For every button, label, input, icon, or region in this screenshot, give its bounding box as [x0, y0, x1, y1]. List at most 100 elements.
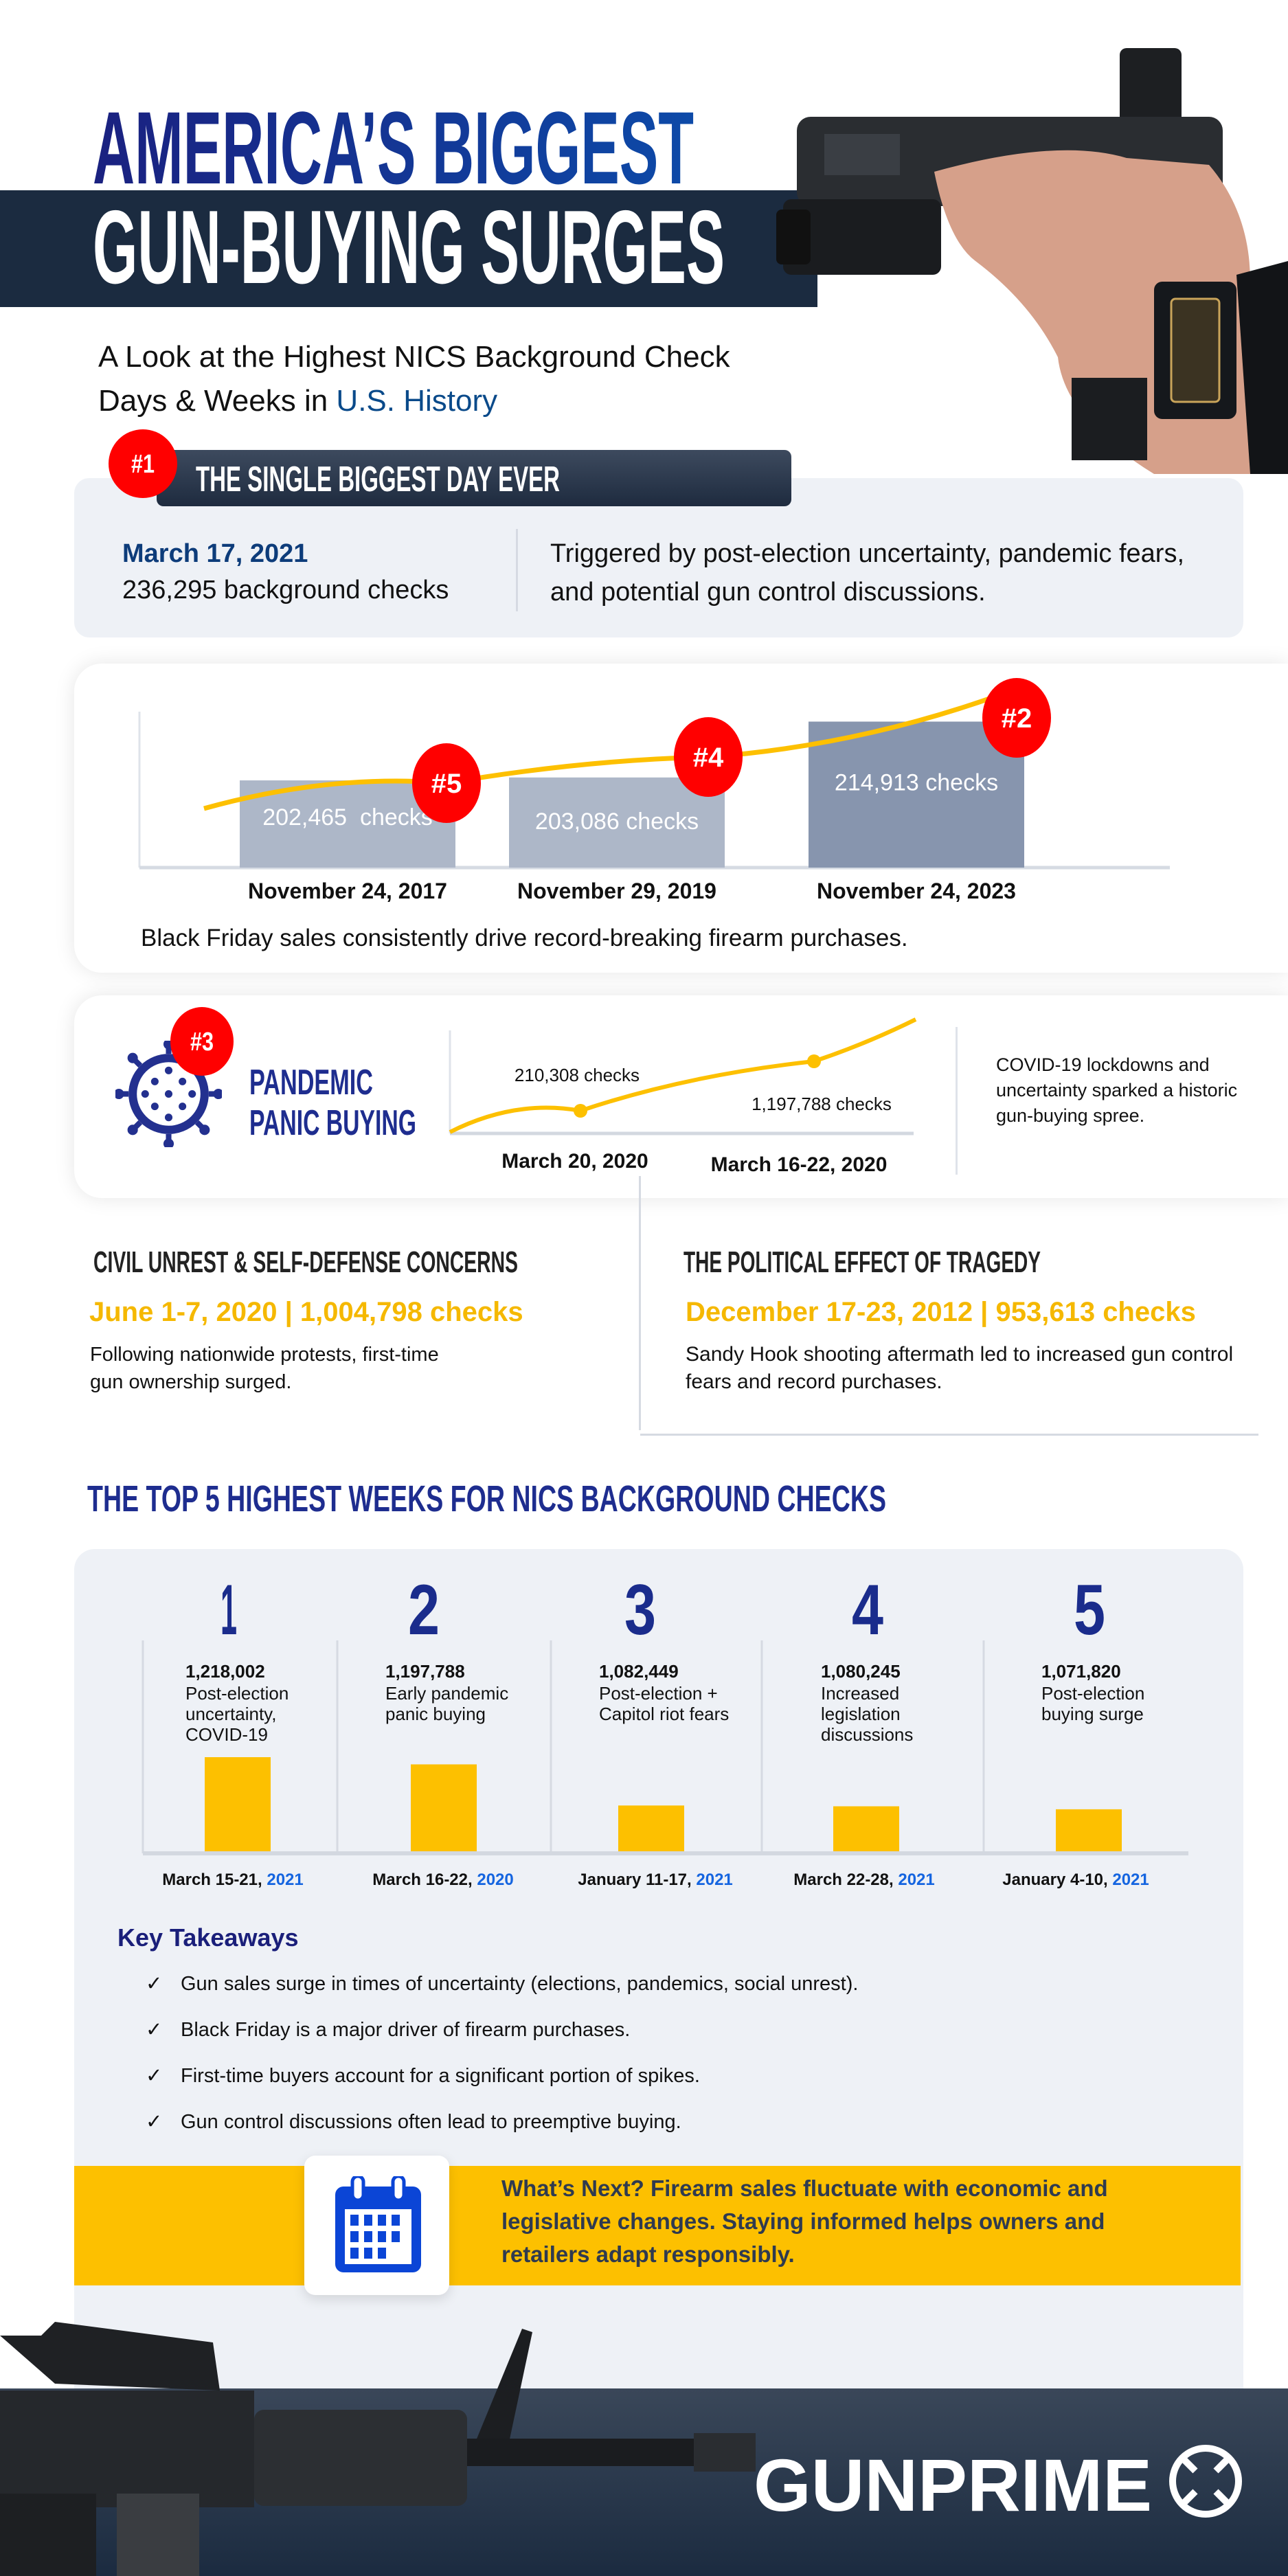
rank-badge: [982, 678, 1051, 758]
tragedy-heading: THE POLITICAL EFFECT OF TRAGEDY: [683, 1245, 1041, 1278]
check-icon: ✓: [146, 1973, 163, 1995]
column-divider: [639, 1176, 641, 1430]
check-icon: ✓: [146, 2111, 163, 2133]
takeaway-item: ✓ First-time buyers account for a signifi…: [146, 2064, 700, 2088]
title-band: [0, 190, 817, 307]
week-description: Post-election uncertainty, COVID-19: [185, 1683, 289, 1745]
rank-badge-text: #1: [131, 450, 155, 479]
bar-3: [809, 721, 1024, 868]
biggest-day-date: March 17, 2021: [122, 539, 308, 568]
trend-line: [203, 691, 1004, 811]
subtitle-line-1: A Look at the Highest NICS Background Ch…: [98, 340, 730, 374]
week-bar-5: [1056, 1809, 1122, 1851]
whats-next-text: What’s Next? Firearm sales fluctuate wit…: [501, 2176, 1108, 2267]
calendar-tile: [304, 2156, 449, 2295]
top5-chart: 1 2 3 4 5: [142, 1570, 1188, 1855]
week-date-range: March 15-21,: [162, 1871, 267, 1889]
black-friday-caption: Black Friday sales consistently drive re…: [141, 925, 908, 951]
week-value: 1,218,002: [185, 1661, 265, 1682]
takeaway-item: ✓ Gun sales surge in times of uncertainty…: [146, 1971, 858, 1996]
week-bar-4: [833, 1806, 899, 1851]
week-bar-2: [411, 1764, 477, 1851]
rank-badge-text: #2: [1002, 703, 1032, 734]
takeaway-text: Black Friday is a major driver of firear…: [181, 2019, 631, 2041]
rank-number: 5: [1074, 1570, 1105, 1650]
week-value: 1,071,820: [1041, 1661, 1121, 1682]
biggest-day-checks: 236,295 background checks: [122, 576, 449, 605]
rank-badge-text: #4: [693, 743, 724, 773]
rank-badge-text: #5: [431, 769, 462, 799]
week-year: 2021: [696, 1871, 733, 1889]
svg-text:CIVIL UNREST & SELF-DEFENSE CO: CIVIL UNREST & SELF-DEFENSE CONCERNS: [93, 1245, 518, 1278]
rifle-image: [0, 2322, 756, 2576]
week-date: January 4-10, 2021: [1002, 1871, 1149, 1890]
week-date-range: January 4-10,: [1002, 1871, 1113, 1889]
pandemic-description: COVID-19 lockdowns and uncertainty spark…: [996, 1054, 1238, 1126]
title-line-2: GUN-BUYING SURGES: [93, 189, 725, 302]
point-2-date: March 16-22, 2020: [711, 1153, 888, 1176]
section-divider: [640, 1434, 1258, 1436]
rank-number: 1: [221, 1570, 237, 1650]
pandemic-divider: [956, 1027, 958, 1175]
week-year: 2021: [1112, 1871, 1149, 1889]
takeaway-text: First-time buyers account for a signific…: [181, 2065, 700, 2087]
bar-date: November 24, 2023: [817, 879, 1016, 903]
week-year: 2021: [267, 1871, 304, 1889]
bar-date: November 24, 2017: [248, 879, 447, 903]
week-value: 1,197,788: [385, 1661, 465, 1682]
bar-label: 203,086 checks: [535, 809, 699, 835]
week-bar-1: [205, 1757, 271, 1851]
subtitle-highlight: U.S. History: [336, 384, 498, 418]
subtitle: A Look at the Highest NICS Background Ch…: [98, 335, 730, 423]
pandemic-chart: 210,308 checks 1,197,788 checks March 20…: [449, 1017, 917, 1176]
week-year: 2021: [898, 1871, 935, 1889]
tragedy-stat: December 17-23, 2012 | 953,613 checks: [686, 1297, 1196, 1327]
week-date: March 22-28, 2021: [793, 1871, 934, 1890]
takeaways-heading: Key Takeaways: [117, 1923, 299, 1952]
takeaway-item: ✓ Black Friday is a major driver of firea…: [146, 2018, 630, 2042]
takeaway-text: Gun sales surge in times of uncertainty …: [181, 1973, 859, 1995]
trend-line: [449, 1017, 917, 1134]
biggest-day-title: THE SINGLE BIGGEST DAY EVER: [196, 460, 560, 499]
civil-unrest-heading: CIVIL UNREST & SELF-DEFENSE CONCERNS: [93, 1245, 518, 1278]
week-bar-3: [618, 1805, 684, 1851]
subtitle-line-2: Days & Weeks in U.S. History: [98, 379, 730, 423]
rank-badge: [412, 743, 481, 823]
check-icon: ✓: [146, 2019, 163, 2041]
rank-badge: [674, 717, 743, 797]
rank-number: 2: [408, 1570, 440, 1650]
whats-next-banner: [74, 2166, 1241, 2285]
bar-label: 202,465 checks: [262, 804, 433, 831]
svg-text:THE POLITICAL EFFECT OF TRAGED: THE POLITICAL EFFECT OF TRAGEDY: [683, 1245, 1041, 1278]
rank-number: 4: [852, 1570, 883, 1650]
pistol-hand-image: [776, 48, 1288, 474]
rank-badge-text: #3: [190, 1028, 214, 1057]
week-description: Post-election + Capitol riot fears: [599, 1683, 730, 1724]
black-friday-chart: 202,465 checks November 24, 2017 203,086 c…: [138, 678, 1170, 903]
title-line-1: AMERICA’S BIGGEST: [93, 96, 694, 205]
subtitle-prefix: Days & Weeks in: [98, 384, 337, 418]
week-date-range: March 16-22,: [372, 1871, 477, 1889]
week-value: 1,082,449: [599, 1661, 679, 1682]
takeaway-text: Gun control discussions often lead to pr…: [181, 2111, 681, 2133]
tragedy-description: Sandy Hook shooting aftermath led to inc…: [686, 1343, 1234, 1393]
data-point-march-16-22: [807, 1054, 821, 1068]
gunprime-logo: GUNPRIME: [754, 2443, 1242, 2521]
page-title: AMERICA’S BIGGEST GUN-BUYING SURGES: [93, 96, 725, 302]
civil-unrest-description: Following nationwide protests, first-tim…: [90, 1344, 439, 1393]
week-date: March 15-21, 2021: [162, 1871, 303, 1890]
check-icon: ✓: [146, 2065, 163, 2087]
week-description: Post-election buying surge: [1041, 1683, 1145, 1724]
week-description: Increased legislation discussions: [821, 1683, 914, 1745]
rank-number: 3: [624, 1570, 656, 1650]
week-value: 1,080,245: [821, 1661, 901, 1682]
week-date-range: March 22-28,: [793, 1871, 899, 1889]
week-date-range: January 11-17,: [578, 1871, 697, 1889]
biggest-day-divider: [516, 529, 518, 611]
svg-text:THE TOP 5 HIGHEST WEEKS FOR NI: THE TOP 5 HIGHEST WEEKS FOR NICS BACKGRO…: [87, 1478, 886, 1518]
top5-heading: THE TOP 5 HIGHEST WEEKS FOR NICS BACKGRO…: [87, 1478, 886, 1518]
takeaway-item: ✓ Gun control discussions often lead to p…: [146, 2110, 681, 2134]
point-1-label: 210,308 checks: [515, 1065, 640, 1085]
biggest-day-banner: [157, 450, 791, 506]
bar-2: [509, 777, 725, 868]
